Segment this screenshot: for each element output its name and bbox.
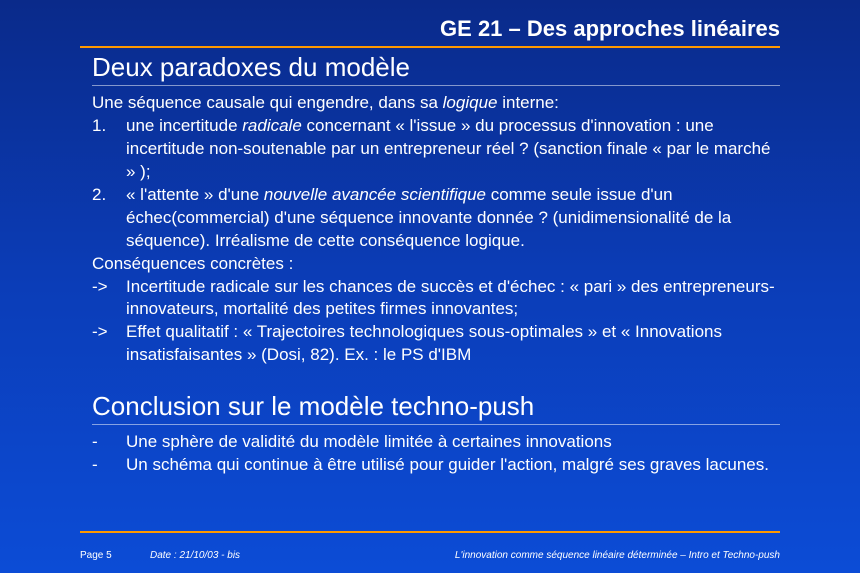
item1-italic: radicale: [242, 116, 302, 135]
dash-item-1: - Une sphère de validité du modèle limit…: [92, 431, 780, 454]
page-number: Page 5: [80, 550, 150, 561]
consequences-label: Conséquences concrètes :: [92, 253, 780, 276]
item1-text: une incertitude radicale concernant « l'…: [126, 115, 780, 184]
item2-italic: nouvelle avancée scientifique: [264, 185, 486, 204]
arrow-1: ->: [92, 276, 126, 322]
dash-1-text: Une sphère de validité du modèle limitée…: [126, 431, 780, 454]
item1-a: une incertitude: [126, 116, 242, 135]
intro-italic: logique: [443, 93, 498, 112]
item2-a: « l'attente » d'une: [126, 185, 264, 204]
intro-b: interne:: [497, 93, 558, 112]
intro-a: Une séquence causale qui engendre, dans …: [92, 93, 443, 112]
footer-course: L'innovation comme séquence linéaire dét…: [455, 550, 780, 561]
header-title: GE 21 – Des approches linéaires: [440, 16, 780, 41]
slide: GE 21 – Des approches linéaires Deux par…: [0, 0, 860, 573]
consequence-1: -> Incertitude radicale sur les chances …: [92, 276, 780, 322]
section-body-conclusion: - Une sphère de validité du modèle limit…: [92, 431, 780, 477]
dash-2: -: [92, 454, 126, 477]
section-conclusion: Conclusion sur le modèle techno-push - U…: [92, 391, 780, 477]
consequence-2: -> Effet qualitatif : « Trajectoires tec…: [92, 321, 780, 367]
slide-header: GE 21 – Des approches linéaires: [80, 16, 780, 48]
consequence-1-text: Incertitude radicale sur les chances de …: [126, 276, 780, 322]
header-underline: [80, 46, 780, 48]
slide-footer: Page 5 Date : 21/10/03 - bis L'innovatio…: [80, 550, 780, 561]
dash-1: -: [92, 431, 126, 454]
section-title-paradoxes: Deux paradoxes du modèle: [92, 52, 780, 86]
slide-content: Deux paradoxes du modèle Une séquence ca…: [92, 52, 780, 477]
dash-2-text: Un schéma qui continue à être utilisé po…: [126, 454, 780, 477]
footer-date: Date : 21/10/03 - bis: [150, 550, 240, 561]
section-body-paradoxes: Une séquence causale qui engendre, dans …: [92, 92, 780, 367]
item1-number: 1.: [92, 115, 126, 184]
item2-number: 2.: [92, 184, 126, 253]
dash-item-2: - Un schéma qui continue à être utilisé …: [92, 454, 780, 477]
intro-line: Une séquence causale qui engendre, dans …: [92, 92, 780, 115]
section-title-conclusion: Conclusion sur le modèle techno-push: [92, 391, 780, 425]
list-item-2: 2. « l'attente » d'une nouvelle avancée …: [92, 184, 780, 253]
item2-text: « l'attente » d'une nouvelle avancée sci…: [126, 184, 780, 253]
list-item-1: 1. une incertitude radicale concernant «…: [92, 115, 780, 184]
consequence-2-text: Effet qualitatif : « Trajectoires techno…: [126, 321, 780, 367]
footer-divider: [80, 531, 780, 533]
arrow-2: ->: [92, 321, 126, 367]
